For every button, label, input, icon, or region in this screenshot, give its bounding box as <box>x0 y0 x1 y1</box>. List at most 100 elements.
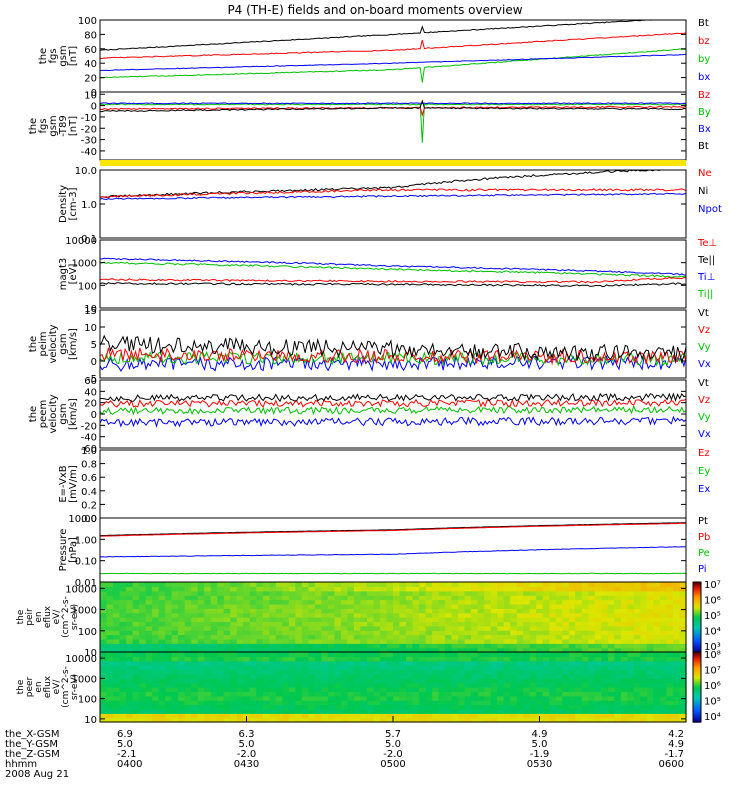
spectrogram-cell <box>438 687 446 692</box>
spectrogram-cell <box>490 682 498 688</box>
x-axis-value: -2.0 <box>383 749 403 760</box>
spectrogram-cell <box>360 678 368 684</box>
y-tick-label: 0.8 <box>81 460 97 471</box>
spectrogram-cell <box>113 652 121 657</box>
spectrogram-cell <box>406 656 414 662</box>
spectrogram-cell <box>178 638 186 644</box>
spectrogram-cell <box>497 652 505 657</box>
spectrogram-cell <box>425 647 433 653</box>
y-axis-label-line: sr-eV) <box>70 674 80 700</box>
spectrogram-cell <box>620 652 628 657</box>
spectrogram-cell <box>620 682 628 688</box>
spectrogram-cell <box>562 612 570 618</box>
spectrogram-cell <box>119 590 127 596</box>
spectrogram-cell <box>204 717 212 723</box>
spectrogram-cell <box>256 647 264 653</box>
spectrogram-cell <box>106 599 114 605</box>
spectrogram-cell <box>308 647 316 653</box>
spectrogram-cell <box>555 717 563 723</box>
spectrogram-cell <box>269 582 277 587</box>
spectrogram-cell <box>308 669 316 675</box>
spectrogram-cell <box>458 695 466 701</box>
spectrogram-cell <box>347 673 355 679</box>
spectrogram-cell <box>178 713 186 719</box>
spectrogram-cell <box>113 713 121 719</box>
spectrogram-cell <box>503 595 511 601</box>
spectrogram-cell <box>353 665 361 671</box>
spectrogram-cell <box>119 673 127 679</box>
spectrogram-cell <box>406 652 414 657</box>
spectrogram-cell <box>529 717 537 723</box>
spectrogram-cell <box>601 603 609 609</box>
spectrogram-cell <box>367 673 375 679</box>
spectrogram-cell <box>679 708 687 714</box>
spectrogram-cell <box>282 638 290 644</box>
spectrogram-cell <box>393 700 401 706</box>
spectrogram-cell <box>614 603 622 609</box>
spectrogram-cell <box>653 603 661 609</box>
y-axis-label-line: the <box>28 336 39 352</box>
colorbar-cell <box>693 624 701 627</box>
spectrogram-cell <box>445 678 453 684</box>
spectrogram-cell <box>555 634 563 640</box>
spectrogram-cell <box>484 691 492 697</box>
spectrogram-cell <box>204 634 212 640</box>
spectrogram-cell <box>666 695 674 701</box>
spectrogram-cell <box>646 603 654 609</box>
spectrogram-cell <box>581 652 589 657</box>
legend-Te||: Te|| <box>697 255 715 266</box>
spectrogram-cell <box>340 612 348 618</box>
spectrogram-cell <box>445 665 453 671</box>
spectrogram-cell <box>308 687 316 692</box>
spectrogram-cell <box>158 643 166 649</box>
spectrogram-cell <box>132 612 140 618</box>
spectrogram-cell <box>165 625 173 631</box>
spectrogram-cell <box>620 669 628 675</box>
spectrogram-cell <box>581 599 589 605</box>
spectrogram-cell <box>334 612 342 618</box>
spectrogram-cell <box>510 612 518 618</box>
spectrogram-cell <box>568 687 576 692</box>
spectrogram-cell <box>412 669 420 675</box>
spectrogram-cell <box>308 621 316 627</box>
spectrogram-cell <box>412 647 420 653</box>
spectrogram-cell <box>549 582 557 587</box>
spectrogram-cell <box>477 625 485 631</box>
spectrogram-cell <box>673 582 681 587</box>
spectrogram-cell <box>347 656 355 662</box>
spectrogram-cell <box>353 617 361 622</box>
spectrogram-cell <box>236 695 244 701</box>
spectrogram-cell <box>301 612 309 618</box>
y-tick-label: -20 <box>81 421 97 432</box>
spectrogram-cell <box>640 678 648 684</box>
spectrogram-cell <box>301 595 309 601</box>
spectrogram-cell <box>314 717 322 723</box>
spectrogram-cell <box>360 638 368 644</box>
spectrogram-cell <box>204 617 212 622</box>
spectrogram-cell <box>327 612 335 618</box>
spectrogram-cell <box>282 634 290 640</box>
spectrogram-cell <box>438 704 446 710</box>
spectrogram-cell <box>327 647 335 653</box>
spectrogram-cell <box>432 608 440 614</box>
spectrogram-cell <box>627 617 635 622</box>
spectrogram-cell <box>425 625 433 631</box>
spectrogram-cell <box>432 625 440 631</box>
spectrogram-cell <box>347 617 355 622</box>
spectrogram-cell <box>119 603 127 609</box>
spectrogram-cell <box>523 682 531 688</box>
spectrogram-cell <box>660 669 668 675</box>
spectrogram-cell <box>640 665 648 671</box>
spectrogram-cell <box>458 704 466 710</box>
spectrogram-cell <box>223 669 231 675</box>
colorbar-cell <box>693 695 701 699</box>
spectrogram-cell <box>256 617 264 622</box>
spectrogram-cell <box>627 682 635 688</box>
spectrogram-cell <box>132 708 140 714</box>
spectrogram-cell <box>646 682 654 688</box>
spectrogram-cell <box>340 708 348 714</box>
spectrogram-cell <box>158 625 166 631</box>
spectrogram-cell <box>262 704 270 710</box>
spectrogram-cell <box>132 691 140 697</box>
spectrogram-cell <box>399 621 407 627</box>
